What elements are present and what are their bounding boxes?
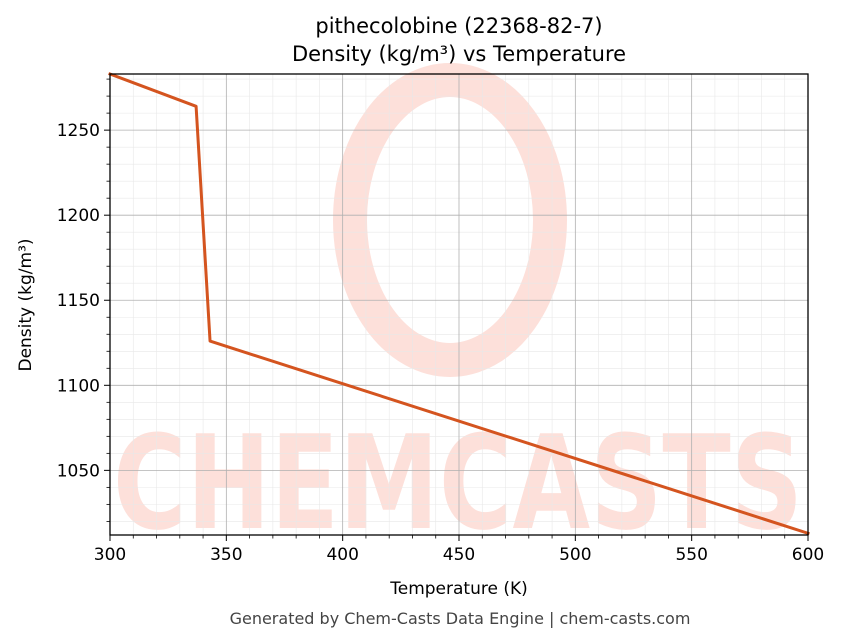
chart-subtitle: Density (kg/m³) vs Temperature: [292, 42, 626, 66]
footer-credit: Generated by Chem-Casts Data Engine | ch…: [230, 609, 691, 628]
x-tick-label: 450: [443, 545, 475, 565]
x-tick-label: 300: [94, 545, 126, 565]
chart-title: pithecolobine (22368-82-7): [315, 14, 602, 38]
y-axis-ticks: 1050 1100 1150 1200 1250: [57, 78, 110, 522]
watermark-logo-ring: [333, 63, 567, 377]
y-tick-label: 1250: [57, 121, 100, 141]
y-tick-label: 1050: [57, 461, 100, 481]
y-tick-label: 1200: [57, 206, 100, 226]
x-axis-label: Temperature (K): [389, 579, 528, 599]
x-tick-label: 500: [559, 545, 591, 565]
x-axis-ticks: 300 350 400 450 500 550 600: [94, 535, 824, 565]
y-tick-label: 1150: [57, 291, 100, 311]
watermark: CHEMCASTS: [113, 63, 803, 559]
density-series-line: [108, 72, 810, 536]
x-tick-label: 600: [792, 545, 824, 565]
y-tick-label: 1100: [57, 376, 100, 396]
series-group: [108, 72, 810, 536]
y-axis-label: Density (kg/m³): [16, 238, 36, 371]
watermark-text: CHEMCASTS: [113, 407, 803, 559]
x-tick-label: 350: [210, 545, 242, 565]
x-tick-label: 550: [675, 545, 707, 565]
x-tick-label: 400: [326, 545, 358, 565]
